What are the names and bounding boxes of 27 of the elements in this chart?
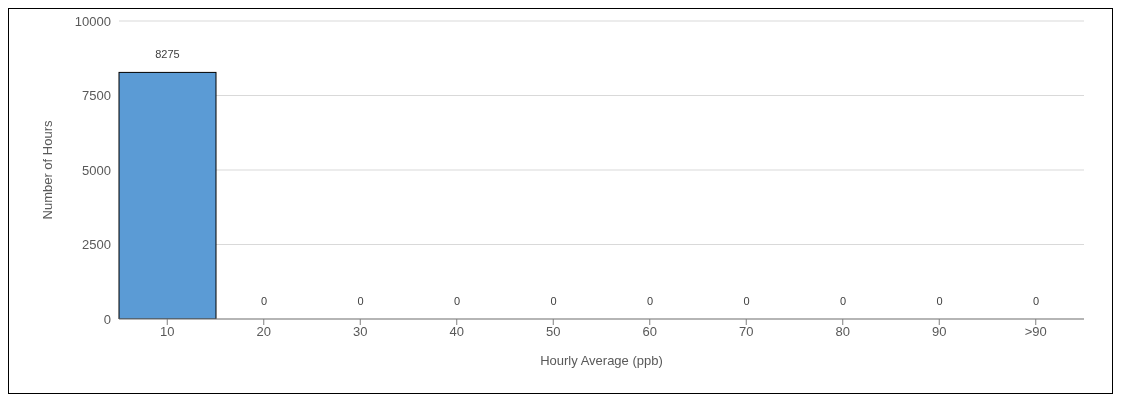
- x-tick-label: 40: [449, 324, 464, 340]
- y-axis-title: Number of Hours: [39, 120, 55, 220]
- x-tick-label: 60: [642, 324, 657, 340]
- data-label: 8275: [155, 48, 180, 61]
- x-tick-label: >90: [1024, 324, 1047, 340]
- x-tick-label: 10: [160, 324, 175, 340]
- x-axis-title: Hourly Average (ppb): [540, 353, 663, 368]
- x-tick-label: 80: [835, 324, 850, 340]
- data-label: 0: [453, 295, 461, 307]
- data-label: 0: [743, 295, 750, 307]
- data-label: 0: [260, 295, 268, 307]
- x-tick-label: 70: [739, 324, 754, 340]
- y-tick-label: 10000: [74, 13, 111, 29]
- data-label: 0: [646, 295, 654, 307]
- x-tick-label: 30: [353, 324, 368, 340]
- y-tick-label: 5000: [82, 162, 111, 178]
- y-tick-label: 2500: [82, 237, 111, 253]
- data-label: 0: [1032, 295, 1040, 307]
- x-tick-label: 20: [256, 324, 271, 340]
- y-tick-label: 7500: [82, 88, 111, 104]
- y-tick-label: 0: [103, 311, 111, 327]
- data-label: 0: [550, 295, 557, 307]
- x-tick-label: 90: [932, 324, 947, 340]
- data-label: 0: [839, 295, 847, 307]
- data-label: 0: [936, 295, 943, 307]
- data-label: 0: [357, 295, 364, 307]
- x-tick-label: 50: [546, 324, 561, 340]
